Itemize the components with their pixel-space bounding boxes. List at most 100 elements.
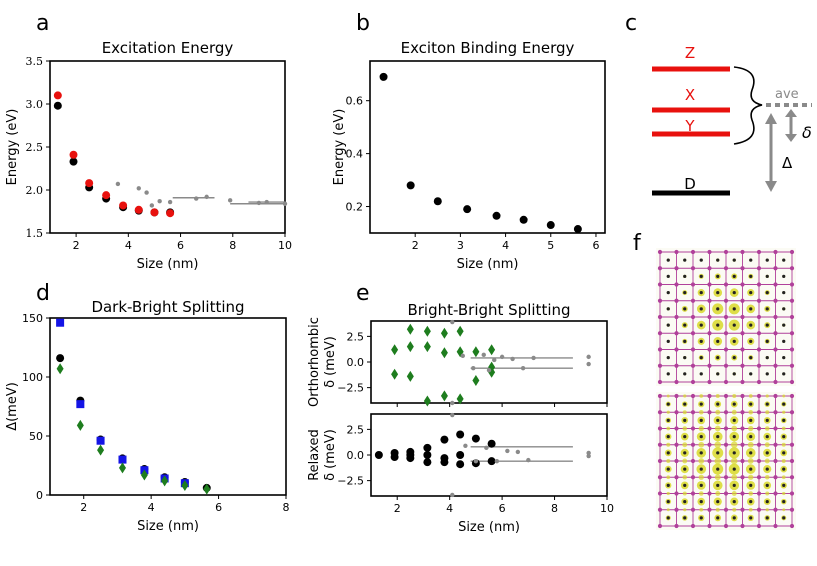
lattice-atom xyxy=(740,442,745,447)
data-point-gray xyxy=(520,365,526,371)
x-tick-label: 10 xyxy=(278,239,292,252)
lattice-atom xyxy=(690,379,696,385)
lattice-atom xyxy=(740,298,745,303)
data-point-gray xyxy=(499,354,505,360)
data-point-gray xyxy=(460,353,465,359)
lattice-atom xyxy=(773,426,778,431)
x-tick-label: 4 xyxy=(502,239,509,252)
lattice-center-atom xyxy=(732,323,736,327)
panel-letter-f: f xyxy=(633,231,642,256)
density-blob xyxy=(682,410,687,415)
lattice-atom xyxy=(674,363,679,368)
density-blob xyxy=(782,508,786,512)
lattice-center-atom xyxy=(683,307,687,311)
data-point-green xyxy=(440,390,448,402)
data-point-green xyxy=(440,327,448,339)
lattice-center-atom xyxy=(716,307,720,311)
lattice-center-atom xyxy=(732,258,736,262)
density-blob xyxy=(699,507,704,512)
lattice-center-atom xyxy=(749,451,753,455)
lattice-atom xyxy=(740,363,745,368)
lattice-atom xyxy=(674,507,679,512)
density-blob xyxy=(682,491,687,496)
x-tick-label: 4 xyxy=(125,239,132,252)
lattice-center-atom xyxy=(782,516,786,520)
delta-small-label: δ xyxy=(802,123,812,142)
lattice-atom xyxy=(789,379,795,385)
x-axis-label: Size (nm) xyxy=(137,519,199,534)
lattice-atom xyxy=(690,475,696,480)
delta-small-arrow-up xyxy=(785,109,797,117)
lattice-atom xyxy=(657,331,663,336)
brace xyxy=(733,66,763,145)
y-axis-label: Energy (eV) xyxy=(332,109,347,186)
density-blob xyxy=(683,394,687,398)
lattice-atom xyxy=(690,458,696,464)
panel-letter-d: d xyxy=(36,281,50,306)
density-blob xyxy=(731,491,737,496)
lattice-atom xyxy=(756,410,762,415)
data-point-green xyxy=(423,341,431,353)
lattice-atom xyxy=(723,282,729,287)
x-tick-label: 2 xyxy=(412,239,419,252)
lattice-center-atom xyxy=(749,356,753,360)
lattice-center-atom xyxy=(782,291,786,295)
lattice-atom xyxy=(674,298,679,303)
data-point-black xyxy=(433,197,442,206)
density-blob xyxy=(781,458,786,464)
lattice-atom xyxy=(674,442,679,447)
lattice-atom xyxy=(756,331,762,336)
data-point-black xyxy=(487,457,496,466)
data-point-green xyxy=(181,480,189,492)
lattice-atom xyxy=(690,282,696,287)
lattice-atom xyxy=(657,410,663,415)
data-point-gray xyxy=(481,352,486,358)
lattice-center-atom xyxy=(732,402,736,406)
data-point-black xyxy=(406,181,415,190)
lattice-center-atom xyxy=(716,418,720,422)
lattice-atom xyxy=(756,363,762,368)
lattice-center-atom xyxy=(666,274,670,278)
lattice-atom xyxy=(740,426,745,431)
data-point-gray xyxy=(486,368,492,373)
lattice-atom xyxy=(723,249,729,255)
data-point-black xyxy=(492,211,501,220)
lattice-center-atom xyxy=(666,516,670,520)
data-point-green xyxy=(97,444,105,456)
lattice-center-atom xyxy=(666,258,670,262)
density-blob xyxy=(714,425,721,432)
lattice-center-atom xyxy=(666,307,670,311)
y-tick-label: 2.5 xyxy=(26,141,44,154)
lattice-center-atom xyxy=(683,516,687,520)
chart-title: Bright-Bright Splitting xyxy=(407,301,570,319)
data-point-black xyxy=(456,430,465,439)
lattice-center-atom xyxy=(666,500,670,504)
lattice-atom xyxy=(707,249,712,255)
plot-frame xyxy=(370,320,608,404)
density-blob xyxy=(666,458,671,464)
lattice-atom xyxy=(740,491,745,496)
lattice-center-atom xyxy=(716,402,720,406)
lattice-atom xyxy=(674,410,679,415)
lattice-atom xyxy=(723,298,729,303)
x-tick-label: 4 xyxy=(446,502,453,515)
lattice-atom xyxy=(723,458,729,464)
data-point-red xyxy=(134,205,143,214)
lattice-center-atom xyxy=(749,372,753,376)
lattice-center-atom xyxy=(683,356,687,360)
lattice-atom xyxy=(789,363,795,368)
lattice-atom xyxy=(756,249,762,255)
lattice-center-atom xyxy=(765,291,769,295)
lattice-center-atom xyxy=(699,339,703,343)
density-blob xyxy=(748,491,754,496)
lattice-atom xyxy=(707,331,712,336)
lattice-center-atom xyxy=(666,356,670,360)
lattice-center-atom xyxy=(683,451,687,455)
density-blob xyxy=(666,394,670,398)
chart-dark-bright-splitting: Dark-Bright Splitting 2 4 6 8 0 50 100 150 Size (… xyxy=(5,298,290,534)
density-blob xyxy=(730,457,738,465)
plot-frame xyxy=(49,317,287,496)
data-point-black xyxy=(379,72,388,81)
lattice-center-atom xyxy=(683,467,687,471)
density-blob xyxy=(698,491,704,496)
